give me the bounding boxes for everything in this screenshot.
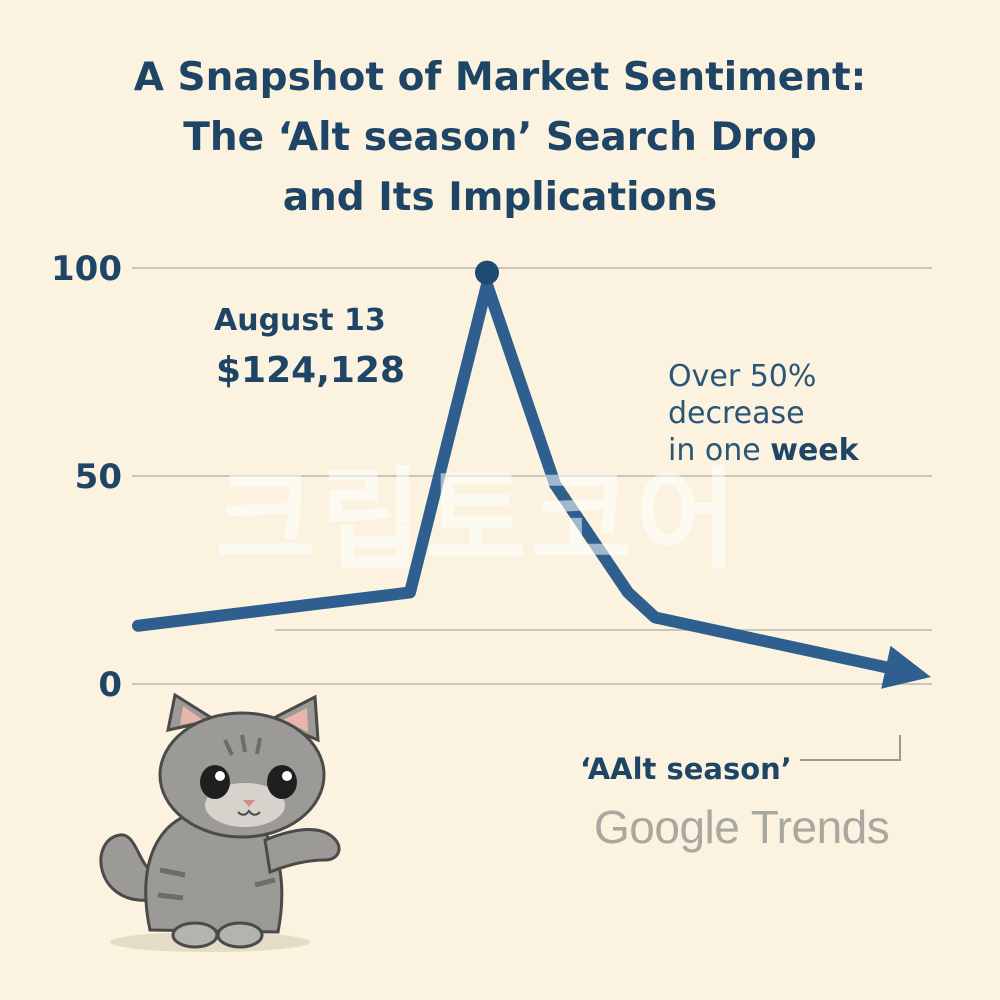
- series-line: [132, 278, 904, 676]
- cat-right-inner-ear: [283, 708, 308, 732]
- drop-annotation-line-3b: week: [770, 433, 859, 468]
- y-tick-label-0: 0: [98, 665, 122, 705]
- drop-annotation-line-2: decrease: [668, 396, 805, 431]
- cat-front-paw-right: [216, 921, 264, 949]
- cat-right-eye: [267, 765, 297, 799]
- cat-body-stripes: [157, 867, 276, 901]
- drop-annotation-line-3a: in one: [668, 433, 771, 468]
- cat-nose: [243, 800, 255, 807]
- cat-forehead-stripes: [223, 734, 262, 756]
- series-label-leader: [800, 735, 901, 761]
- series-arrowhead: [881, 645, 931, 689]
- source-label: Google Trends: [594, 801, 890, 853]
- cat-left-inner-ear: [180, 706, 203, 725]
- y-tick-label-50: 50: [75, 457, 122, 497]
- cat-raised-paw: [263, 828, 341, 875]
- peak-date-annotation: August 13: [214, 303, 386, 338]
- drop-annotation-line-1: Over 50%: [668, 359, 817, 394]
- cat-left-eye: [200, 765, 230, 799]
- title-line-2: The ‘Alt season’ Search Drop: [183, 115, 817, 160]
- y-tick-label-100: 100: [51, 249, 122, 289]
- peak-marker: [475, 260, 499, 285]
- chart-title: A Snapshot of Market Sentiment: The ‘Alt…: [0, 48, 1000, 228]
- cat-tail: [99, 833, 152, 902]
- cat-front-paw-left: [171, 921, 219, 949]
- cat-illustration: [99, 692, 341, 952]
- peak-price-annotation: $124,128: [216, 350, 406, 391]
- title-line-3: and Its Implications: [282, 175, 718, 220]
- series-label: ‘AAlt season’: [580, 752, 792, 786]
- drop-annotation: Over 50% decrease in one week: [668, 358, 859, 469]
- cat-right-eye-shine: [282, 771, 292, 781]
- cat-mouth: [237, 809, 261, 816]
- cat-left-eye-shine: [215, 771, 225, 781]
- watermark: 크립토코어: [215, 456, 741, 584]
- title-line-1: A Snapshot of Market Sentiment:: [133, 55, 867, 100]
- drop-annotation-line-3: in one week: [668, 432, 859, 469]
